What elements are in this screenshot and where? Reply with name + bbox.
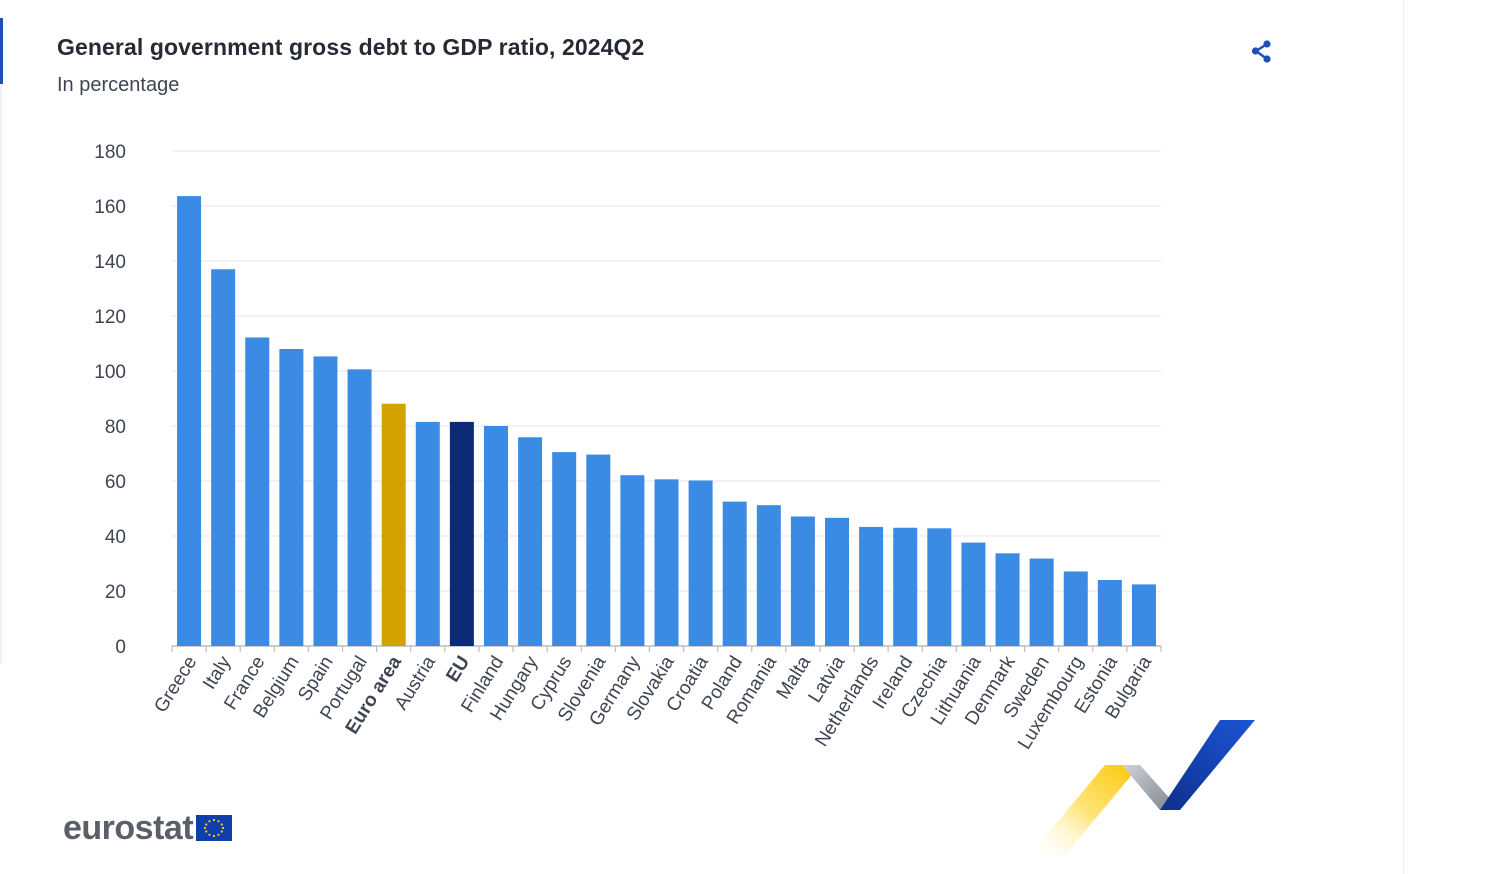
right-divider — [1403, 0, 1404, 874]
x-tick-label: Greece — [150, 653, 201, 717]
decorative-ribbon — [1030, 720, 1255, 855]
eu-flag-icon — [196, 815, 233, 841]
y-tick-label: 100 — [94, 362, 126, 383]
y-tick-label: 20 — [105, 582, 126, 603]
bar-portugal — [347, 369, 372, 646]
bar-belgium — [279, 349, 304, 646]
bar-romania — [756, 505, 781, 646]
bar-slovakia — [654, 479, 679, 646]
y-tick-label: 40 — [105, 527, 126, 548]
bar-slovenia — [586, 454, 611, 646]
y-tick-label: 0 — [115, 637, 126, 658]
bar-estonia — [1097, 580, 1122, 646]
bar-austria — [415, 421, 440, 646]
y-tick-label: 180 — [94, 142, 126, 163]
bar-cyprus — [552, 452, 577, 646]
chart-title: General government gross debt to GDP rat… — [57, 34, 645, 60]
bar-finland — [483, 426, 508, 646]
y-tick-label: 140 — [94, 252, 126, 273]
y-tick-label: 120 — [94, 307, 126, 328]
bar-germany — [620, 475, 645, 646]
bar-hungary — [518, 437, 543, 646]
bar-poland — [722, 501, 747, 646]
bar-eu — [449, 421, 474, 646]
bar-sweden — [1029, 558, 1054, 646]
bar-ireland — [893, 527, 918, 646]
bar-lithuania — [961, 542, 986, 646]
y-tick-label: 160 — [94, 197, 126, 218]
bar-czechia — [927, 528, 952, 646]
bar-chart: 020406080100120140160180GreeceItalyFranc… — [94, 142, 1162, 753]
bar-greece — [177, 196, 202, 646]
bar-latvia — [825, 517, 850, 646]
y-tick-label: 60 — [105, 472, 126, 493]
x-tick-label: EU — [442, 653, 474, 687]
y-tick-label: 80 — [105, 417, 126, 438]
bar-luxembourg — [1063, 571, 1088, 646]
bar-malta — [790, 516, 815, 646]
bar-netherlands — [859, 526, 884, 646]
eurostat-wordmark: eurostat — [63, 809, 194, 847]
left-edge-border — [0, 84, 2, 664]
chart-subtitle: In percentage — [57, 74, 180, 96]
bar-bulgaria — [1131, 584, 1156, 646]
share-icon — [1251, 40, 1271, 63]
share-button[interactable] — [1246, 36, 1278, 68]
eurostat-logo[interactable]: eurostat — [63, 806, 233, 850]
bar-euro-area — [381, 403, 406, 646]
bar-italy — [211, 269, 236, 646]
left-edge-accent — [0, 18, 3, 84]
bar-spain — [313, 356, 338, 646]
bar-denmark — [995, 553, 1020, 646]
bar-france — [245, 337, 270, 646]
bar-croatia — [688, 480, 713, 646]
